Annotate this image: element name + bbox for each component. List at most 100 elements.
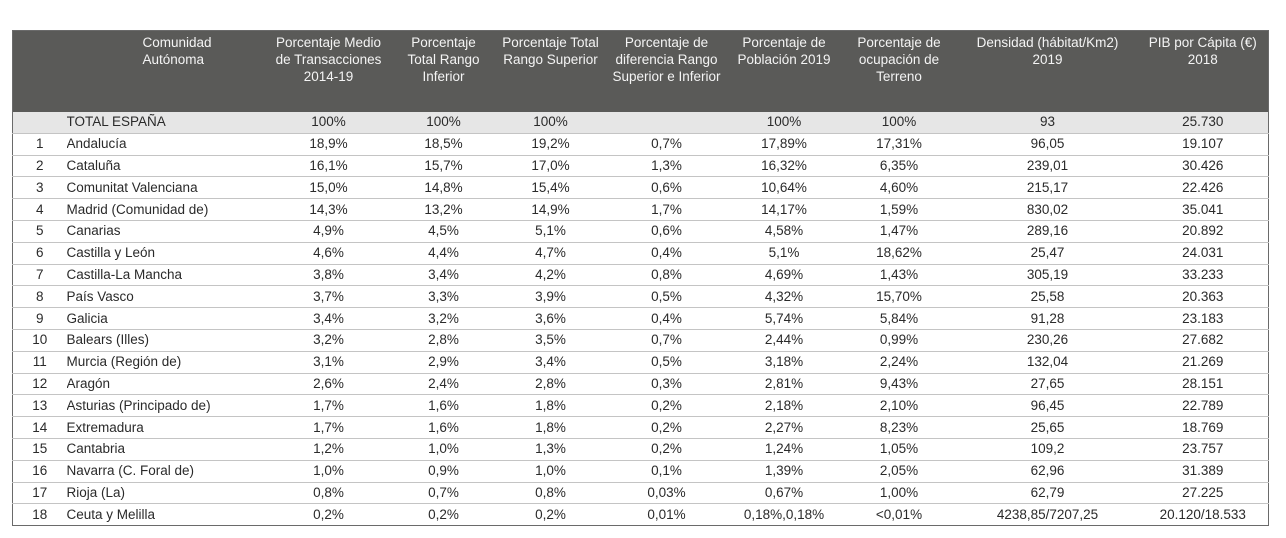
cell-rango-superior: 3,4% xyxy=(495,351,606,374)
header-comunidad: Comunidad Autónoma xyxy=(66,30,266,112)
cell-rango-inferior: 0,9% xyxy=(391,460,496,483)
cell-densidad: 215,17 xyxy=(957,176,1138,200)
cell-transacciones: 15,0% xyxy=(265,176,392,200)
data-table: Comunidad Autónoma Porcentaje Medio de T… xyxy=(12,30,1269,527)
cell-ocupacion: 9,43% xyxy=(840,373,958,396)
cell-rango-inferior: 1,6% xyxy=(391,416,496,439)
cell-pib: 21.269 xyxy=(1137,351,1269,374)
cell-densidad: 305,19 xyxy=(957,264,1138,287)
cell-ocupacion: 2,24% xyxy=(840,351,958,374)
header-rango-superior: Porcentaje Total Rango Superior xyxy=(495,30,606,112)
cell-index: 16 xyxy=(12,460,67,483)
cell-index: 17 xyxy=(12,482,67,505)
cell-ocupacion: <0,01% xyxy=(840,503,958,527)
cell-poblacion: 2,44% xyxy=(727,329,841,352)
cell-pib: 20.892 xyxy=(1137,220,1269,243)
cell-index: 1 xyxy=(12,133,67,156)
cell-comunidad: Galicia xyxy=(66,307,266,330)
cell-transacciones: 2,6% xyxy=(265,373,392,396)
cell-poblacion: 4,69% xyxy=(727,264,841,287)
cell-rango-inferior: 3,3% xyxy=(391,285,496,309)
cell-ocupacion: 1,47% xyxy=(840,220,958,243)
cell-ocupacion: 2,05% xyxy=(840,460,958,483)
cell-comunidad: Castilla-La Mancha xyxy=(66,264,266,287)
cell-poblacion: 0,18%,0,18% xyxy=(727,503,841,527)
cell-index: 3 xyxy=(12,176,67,200)
cell-index: 14 xyxy=(12,416,67,439)
cell-pib: 23.757 xyxy=(1137,438,1269,461)
cell-rango-superior: 15,4% xyxy=(495,176,606,200)
cell-diferencia: 0,5% xyxy=(605,285,728,309)
cell-pib: 23.183 xyxy=(1137,307,1269,330)
cell-densidad: 132,04 xyxy=(957,351,1138,374)
cell-comunidad: País Vasco xyxy=(66,285,266,309)
cell-transacciones: 0,2% xyxy=(265,503,392,527)
header-pib: PIB por Cápita (€) 2018 xyxy=(1137,30,1269,112)
cell-ocupacion: 1,43% xyxy=(840,264,958,287)
cell-rango-inferior: 4,5% xyxy=(391,220,496,243)
cell-ocupacion: 17,31% xyxy=(840,133,958,156)
cell-pib: 20.363 xyxy=(1137,285,1269,309)
cell-ocupacion: 5,84% xyxy=(840,307,958,330)
cell-rango-superior: 3,6% xyxy=(495,307,606,330)
cell-comunidad: Madrid (Comunidad de) xyxy=(66,198,266,221)
cell-transacciones: 14,3% xyxy=(265,198,392,221)
cell-densidad: 62,79 xyxy=(957,482,1138,505)
cell-comunidad: Balears (Illes) xyxy=(66,329,266,352)
cell-poblacion: 2,18% xyxy=(727,394,841,418)
cell-transacciones: 0,8% xyxy=(265,482,392,505)
cell-densidad: 27,65 xyxy=(957,373,1138,396)
cell-diferencia: 0,5% xyxy=(605,351,728,374)
table-row: 18 Ceuta y Melilla 0,2% 0,2% 0,2% 0,01% 0,18%,… xyxy=(12,503,1269,527)
cell-rango-inferior: 0,2% xyxy=(391,503,496,527)
cell-transacciones: 1,0% xyxy=(265,460,392,483)
cell-diferencia: 0,1% xyxy=(605,460,728,483)
table-row: 11 Murcia (Región de) 3,1% 2,9% 3,4% 0,5% 3,18… xyxy=(12,351,1269,374)
cell-poblacion: 3,18% xyxy=(727,351,841,374)
cell-ocupacion: 18,62% xyxy=(840,242,958,265)
cell-poblacion: 2,27% xyxy=(727,416,841,439)
cell-ocupacion: 0,99% xyxy=(840,329,958,352)
cell-comunidad: Ceuta y Melilla xyxy=(66,503,266,527)
cell-densidad: 25,65 xyxy=(957,416,1138,439)
cell-poblacion: 10,64% xyxy=(727,176,841,200)
cell-transacciones: 1,2% xyxy=(265,438,392,461)
cell-pib: 25.730 xyxy=(1137,112,1269,134)
cell-index: 10 xyxy=(12,329,67,352)
cell-transacciones: 3,7% xyxy=(265,285,392,309)
cell-transacciones: 3,2% xyxy=(265,329,392,352)
cell-poblacion: 5,1% xyxy=(727,242,841,265)
cell-diferencia: 0,4% xyxy=(605,307,728,330)
cell-rango-superior: 5,1% xyxy=(495,220,606,243)
cell-densidad: 109,2 xyxy=(957,438,1138,461)
cell-ocupacion: 100% xyxy=(840,112,958,134)
table-row: 12 Aragón 2,6% 2,4% 2,8% 0,3% 2,81% 9,43% 27,65 2… xyxy=(12,373,1269,396)
cell-rango-inferior: 13,2% xyxy=(391,198,496,221)
cell-rango-superior: 1,0% xyxy=(495,460,606,483)
cell-comunidad: Navarra (C. Foral de) xyxy=(66,460,266,483)
cell-index: 2 xyxy=(12,155,67,178)
cell-rango-inferior: 2,4% xyxy=(391,373,496,396)
cell-densidad: 239,01 xyxy=(957,155,1138,178)
cell-rango-inferior: 2,8% xyxy=(391,329,496,352)
cell-densidad: 25,58 xyxy=(957,285,1138,309)
cell-index: 11 xyxy=(12,351,67,374)
table-body: TOTAL ESPAÑA 100% 100% 100% 100% 100% 93 25.730… xyxy=(12,112,1269,527)
cell-densidad: 25,47 xyxy=(957,242,1138,265)
cell-transacciones: 4,6% xyxy=(265,242,392,265)
cell-comunidad: Aragón xyxy=(66,373,266,396)
cell-rango-superior: 4,7% xyxy=(495,242,606,265)
cell-rango-inferior: 18,5% xyxy=(391,133,496,156)
table-row: 9 Galicia 3,4% 3,2% 3,6% 0,4% 5,74% 5,84% 91,28 2… xyxy=(12,307,1269,330)
cell-pib: 24.031 xyxy=(1137,242,1269,265)
table-row: 15 Cantabria 1,2% 1,0% 1,3% 0,2% 1,24% 1,05% 109… xyxy=(12,438,1269,461)
table-row: 8 País Vasco 3,7% 3,3% 3,9% 0,5% 4,32% 15,70% 25… xyxy=(12,285,1269,309)
cell-pib: 19.107 xyxy=(1137,133,1269,156)
table-row: 16 Navarra (C. Foral de) 1,0% 0,9% 1,0% 0,1% 1… xyxy=(12,460,1269,483)
cell-comunidad: Rioja (La) xyxy=(66,482,266,505)
cell-poblacion: 2,81% xyxy=(727,373,841,396)
cell-poblacion: 1,24% xyxy=(727,438,841,461)
cell-pib: 27.682 xyxy=(1137,329,1269,352)
cell-rango-superior: 17,0% xyxy=(495,155,606,178)
cell-index: 4 xyxy=(12,198,67,221)
